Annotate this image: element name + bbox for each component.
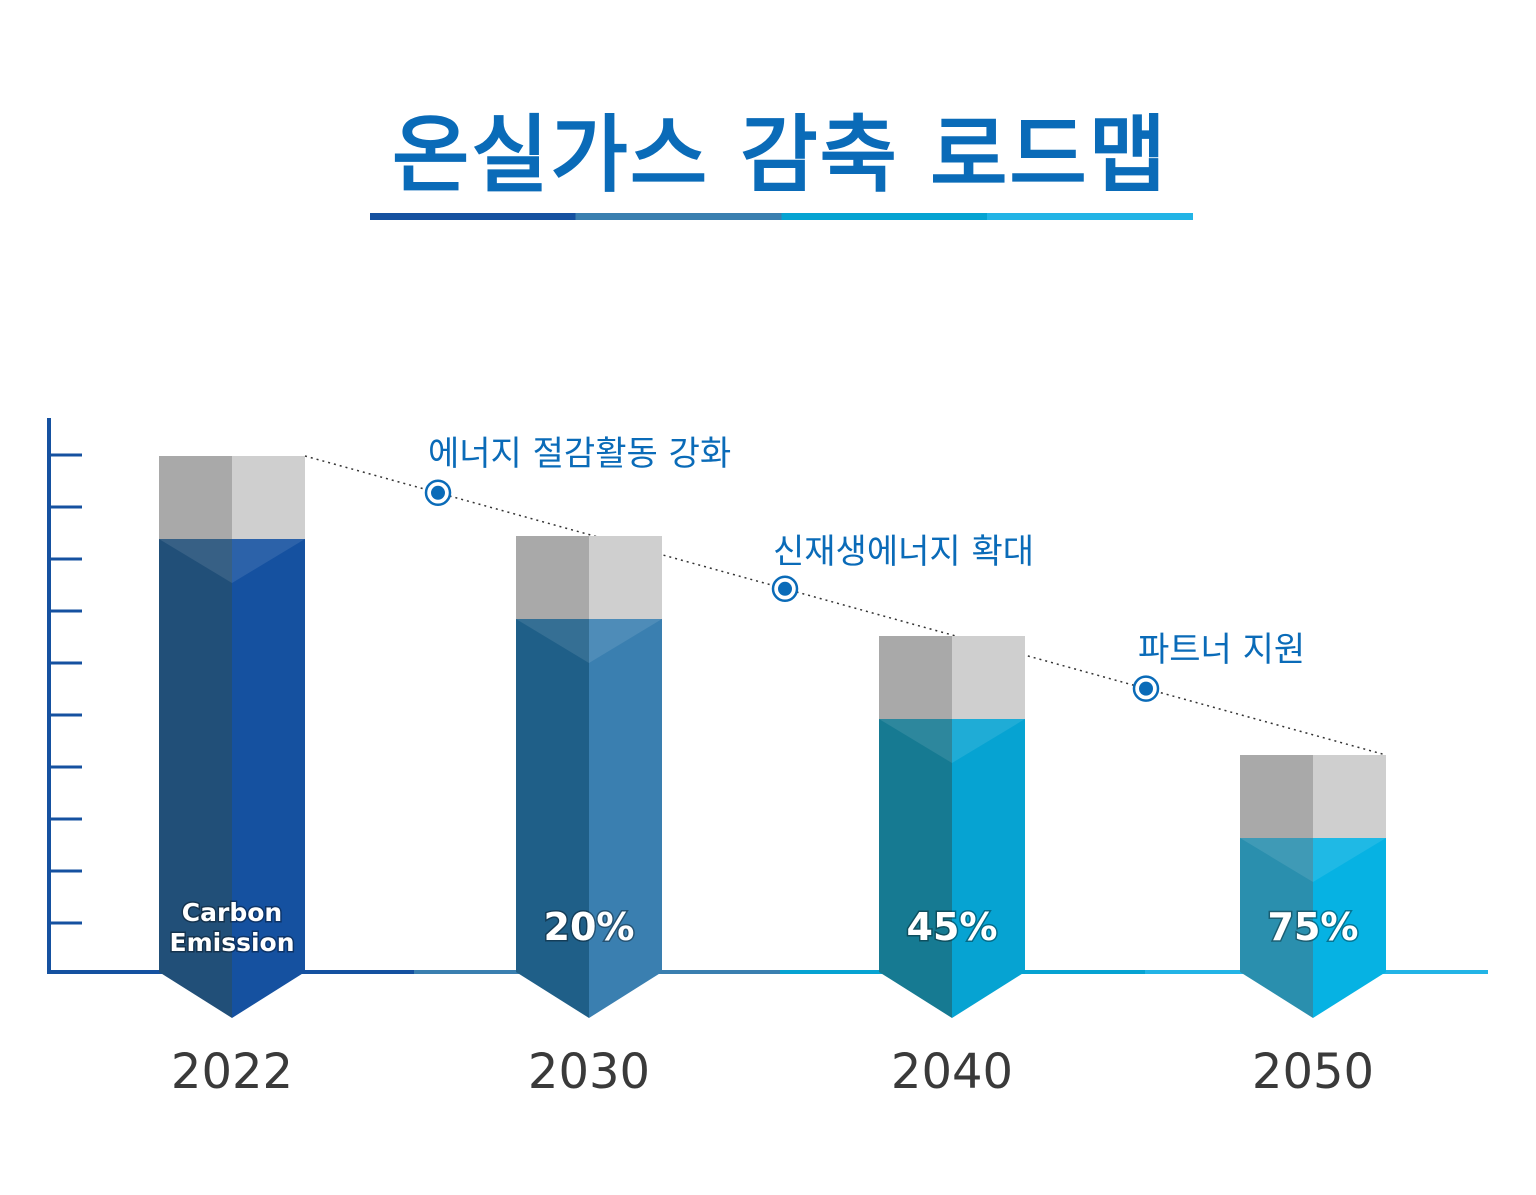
bar-body-right (232, 539, 305, 1018)
title-underline (370, 213, 1193, 220)
bar-cap-left (879, 636, 952, 719)
bar-body-left (1240, 838, 1313, 1018)
bar-body-right (952, 719, 1025, 1018)
trend-line (304, 455, 1387, 756)
phase-label: 신재생에너지 확대 (773, 532, 1034, 572)
bar-cap-right (1313, 755, 1386, 838)
bar-chevron (159, 539, 305, 583)
x-tick-label: 2050 (1252, 1044, 1374, 1100)
bar-chevron (1240, 838, 1386, 882)
bar-2022 (159, 456, 305, 1018)
bar-cap-left (159, 456, 232, 539)
x-tick-label: 2022 (171, 1044, 293, 1100)
bar-body-left (879, 719, 952, 1018)
bar-cap-right (232, 456, 305, 539)
phase-marker (424, 479, 452, 507)
bar-body-right (1313, 838, 1386, 1018)
x-tick-label: 2040 (891, 1044, 1013, 1100)
bar-chevron (516, 619, 662, 663)
bar-label: Emission (170, 928, 295, 957)
phase-label: 파트너 지원 (1138, 630, 1305, 670)
bar-body-left (159, 539, 232, 1018)
bar-cap-left (516, 536, 589, 619)
bar-body-left (516, 619, 589, 1018)
page-title: 온실가스 감축 로드맵 (391, 106, 1168, 204)
bar-label: 45% (907, 905, 998, 949)
bar-cap-right (952, 636, 1025, 719)
bar-2030 (516, 536, 662, 1018)
bar-cap-left (1240, 755, 1313, 838)
phase-marker (1132, 675, 1160, 702)
x-tick-label: 2030 (528, 1044, 650, 1100)
bar-chevron (879, 719, 1025, 763)
phase-marker (771, 575, 799, 603)
bar-cap-right (589, 536, 662, 619)
bar-body-right (589, 619, 662, 1018)
bar-label: Carbon (182, 898, 282, 927)
bar-label: 75% (1268, 905, 1359, 949)
bar-2040 (879, 636, 1025, 1018)
bar-label: 20% (544, 905, 635, 949)
bar-2050 (1240, 755, 1386, 1018)
phase-label: 에너지 절감활동 강화 (428, 434, 731, 474)
